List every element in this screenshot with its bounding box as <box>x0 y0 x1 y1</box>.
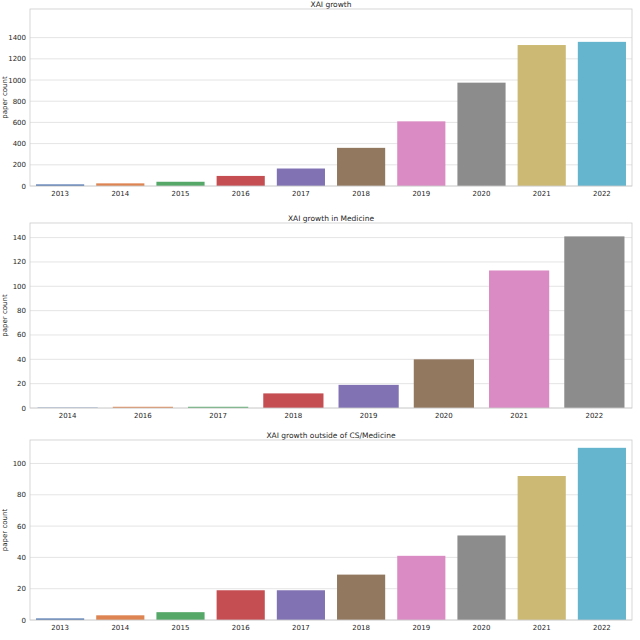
grid-line <box>30 463 632 464</box>
x-tick-label: 2019 <box>412 190 430 198</box>
bar <box>518 476 566 620</box>
bar <box>339 385 399 408</box>
y-tick-label: 80 <box>17 491 26 499</box>
bar <box>96 615 144 620</box>
bar <box>156 182 204 186</box>
y-tick-label: 100 <box>13 460 26 468</box>
x-tick-label: 2019 <box>360 412 378 420</box>
x-tick-label: 2020 <box>473 190 491 198</box>
x-tick-label: 2019 <box>412 624 430 632</box>
x-tick-label: 2018 <box>284 412 302 420</box>
bar <box>337 148 385 186</box>
x-tick-label: 2016 <box>232 624 250 632</box>
bar <box>414 359 474 408</box>
x-tick-label: 2014 <box>59 412 77 420</box>
x-tick-label: 2016 <box>134 412 152 420</box>
bar <box>457 83 505 186</box>
bar <box>277 590 325 620</box>
y-tick-label: 80 <box>17 307 26 315</box>
bars <box>36 448 626 620</box>
y-tick-label: 1000 <box>8 77 26 85</box>
x-tick-label: 2022 <box>593 624 611 632</box>
bar <box>397 556 445 620</box>
x-tick-label: 2014 <box>111 190 129 198</box>
title: XAI growth <box>311 0 352 9</box>
y-tick-label: 0 <box>22 405 26 413</box>
frame <box>30 223 632 408</box>
x-tick-label: 2014 <box>111 624 129 632</box>
x-tick-label: 2022 <box>593 190 611 198</box>
figure: 0200400600800100012001400201320142015201… <box>0 0 640 640</box>
y-tick-label: 1200 <box>8 55 26 63</box>
x-tick-label: 2020 <box>435 412 453 420</box>
y-tick-label: 1400 <box>8 34 26 42</box>
x-tick-label: 2017 <box>292 624 310 632</box>
bar <box>397 121 445 186</box>
y-tick-label: 800 <box>13 98 26 106</box>
bars <box>38 236 625 408</box>
panel: 0 20 40 60 80 100 2013 2014 2015 2016 2017 2018 2019… <box>1 431 632 632</box>
x-tick-label: 2017 <box>292 190 310 198</box>
bars <box>36 42 626 186</box>
bar <box>457 535 505 620</box>
x-tick-label: 2013 <box>51 190 69 198</box>
x-tick-label: 2016 <box>232 190 250 198</box>
x-tick-label: 2018 <box>352 624 370 632</box>
x-tick-label: 2013 <box>51 624 69 632</box>
y-tick-label: 0 <box>22 617 26 625</box>
panel: 0 20 40 60 80 100 120 140 2014 2016 2017 2018 2019 20… <box>1 214 632 420</box>
y-tick-label: 40 <box>17 554 26 562</box>
bar <box>489 270 549 408</box>
bar <box>518 45 566 186</box>
bar <box>578 42 626 186</box>
y-axis-label: paper count <box>1 76 9 119</box>
y-tick-label: 20 <box>17 585 26 593</box>
x-tick-label: 2021 <box>533 624 551 632</box>
y-tick-label: 120 <box>13 258 26 266</box>
y-tick-label: 200 <box>13 161 26 169</box>
grid-line <box>30 237 632 238</box>
y-tick-label: 20 <box>17 380 26 388</box>
bar <box>156 612 204 620</box>
x-tick-label: 2017 <box>209 412 227 420</box>
grid-line <box>30 37 632 38</box>
bar <box>564 236 624 408</box>
y-tick-label: 0 <box>22 183 26 191</box>
y-axis-label: paper count <box>1 509 9 552</box>
grid-line <box>30 261 632 262</box>
x-tick-label: 2021 <box>533 190 551 198</box>
y-tick-label: 40 <box>17 356 26 364</box>
x-tick-label: 2022 <box>585 412 603 420</box>
x-tick-label: 2015 <box>172 624 190 632</box>
x-tick-label: 2018 <box>352 190 370 198</box>
x-tick-label: 2021 <box>510 412 528 420</box>
x-tick-label: 2015 <box>172 190 190 198</box>
y-tick-label: 140 <box>13 234 26 242</box>
frame <box>30 440 632 620</box>
title: XAI growth in Medicine <box>288 214 374 223</box>
bar <box>578 448 626 620</box>
y-tick-label: 400 <box>13 140 26 148</box>
frame <box>30 9 632 186</box>
bar <box>263 393 323 408</box>
panel: 0 200 400 600 800 1000 1200 1400 2013 2014 2015 201… <box>1 0 632 198</box>
bar <box>277 169 325 186</box>
y-tick-label: 60 <box>17 523 26 531</box>
bar <box>337 575 385 620</box>
bar <box>217 590 265 620</box>
y-axis-label: paper count <box>1 294 9 337</box>
y-tick-label: 60 <box>17 331 26 339</box>
bar <box>217 176 265 186</box>
y-tick-label: 600 <box>13 119 26 127</box>
title: XAI growth outside of CS/Medicine <box>266 431 395 440</box>
x-tick-label: 2020 <box>473 624 491 632</box>
y-tick-label: 100 <box>13 283 26 291</box>
